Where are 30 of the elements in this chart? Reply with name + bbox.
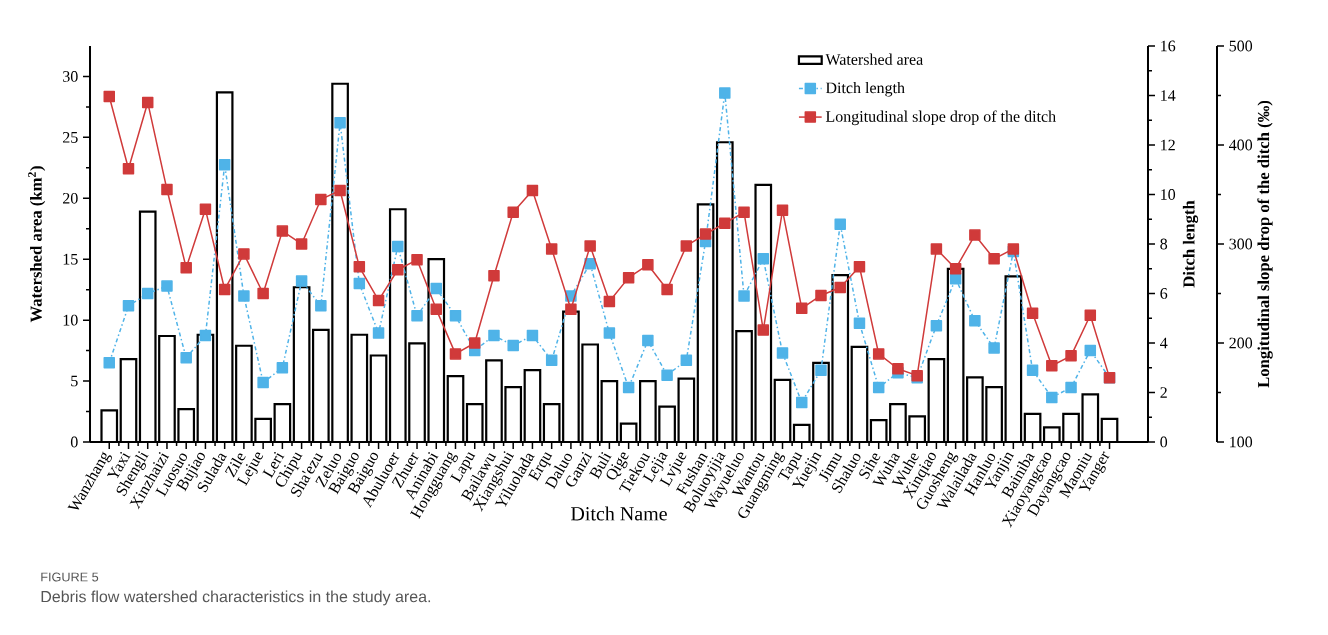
- y2-tick-label: 0: [1160, 436, 1168, 448]
- y-tick-label: 10: [63, 314, 78, 326]
- y3-tick-label: 100: [1230, 436, 1253, 448]
- y3-tick-label: 400: [1229, 139, 1253, 151]
- y3-tick-label: 200: [1229, 337, 1253, 349]
- y2-tick-label: 16: [1161, 40, 1176, 52]
- y-tick-label: 30: [63, 71, 78, 82]
- y2-tick-label: 6: [1160, 288, 1168, 299]
- y-tick-label: 0: [70, 436, 78, 448]
- y2-tick-label: 4: [1160, 337, 1168, 349]
- y3-tick-label: 500: [1229, 40, 1253, 52]
- y-tick-label: 20: [63, 192, 78, 204]
- legend-label: Longitudinal slope drop of the ditch: [825, 110, 1056, 126]
- y-tick-label: 5: [71, 375, 78, 387]
- y-tick-label: 15: [63, 253, 78, 265]
- y2-tick-label: 10: [1161, 189, 1176, 200]
- y2-tick-label: 14: [1161, 90, 1176, 101]
- y2-tick-label: 8: [1160, 238, 1168, 250]
- y-axis-title: Watershed area (km$^{2}$): [28, 166, 46, 323]
- y2-axis-title: Ditch length: [1182, 200, 1199, 288]
- caption: FIGURE 5: [41, 572, 99, 582]
- y-tick-label: 25: [63, 131, 78, 143]
- legend-label: Watershed area: [825, 53, 923, 65]
- y2-tick-label: 2: [1160, 387, 1167, 398]
- x-axis-title: Ditch Name: [571, 506, 667, 521]
- text: Debris flow watershed characteristics in the study area.: [41, 590, 431, 606]
- y3-axis-title: Longitudinal slope drop of the ditch (‰): [1257, 100, 1273, 388]
- y2-tick-label: 12: [1161, 139, 1175, 151]
- y3-tick-label: 300: [1229, 238, 1253, 250]
- legend-label: Ditch length: [825, 82, 905, 97]
